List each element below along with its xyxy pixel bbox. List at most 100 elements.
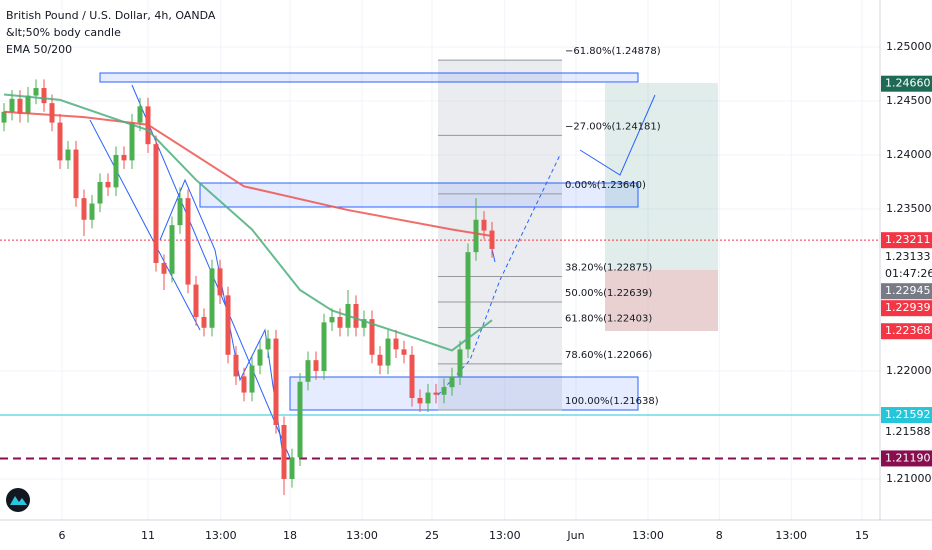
candle-body xyxy=(25,95,31,114)
y-tick-label: 1.23500 xyxy=(886,202,932,215)
fib-label: −61.80%(1.24878) xyxy=(565,46,661,57)
x-tick-label: 13:00 xyxy=(205,529,237,542)
logo-icon xyxy=(10,496,27,505)
price-label: 1.23133 xyxy=(885,250,931,263)
zone xyxy=(199,182,639,208)
candle-body xyxy=(265,338,271,350)
ema-line xyxy=(3,93,493,352)
fib-box xyxy=(438,60,562,410)
x-tick-label: 18 xyxy=(283,529,297,542)
x-tick-label: 8 xyxy=(716,529,723,542)
price-label: 1.22939 xyxy=(885,301,931,314)
candle-body xyxy=(369,319,375,355)
candle-body xyxy=(185,198,191,285)
axes: 1.25000 1.24500 1.24000 1.23500 1.22000 1.210… xyxy=(59,40,932,542)
candle-body xyxy=(449,376,455,388)
indicator-label: &lt;50% body candle xyxy=(6,26,121,39)
x-tick-label: 15 xyxy=(855,529,869,542)
fib-label: 0.00%(1.23640) xyxy=(565,180,646,191)
fib-label: 61.80%(1.22403) xyxy=(565,313,652,324)
candle-body xyxy=(1,111,7,123)
price-label-bg xyxy=(881,232,932,249)
price-label: 1.24660 xyxy=(885,77,931,90)
candle-body xyxy=(41,88,47,104)
candle-body xyxy=(441,387,447,395)
stop-zone xyxy=(605,270,718,331)
candle-body xyxy=(337,316,343,328)
candle-body xyxy=(465,252,471,350)
candle-body xyxy=(425,392,431,404)
y-tick-label: 1.24500 xyxy=(886,94,932,107)
candle-body xyxy=(241,376,247,393)
price-label: 1.22945 xyxy=(885,284,931,297)
candle-body xyxy=(249,365,255,393)
candle-body xyxy=(97,181,103,204)
target-zone xyxy=(605,83,718,270)
price-label-bg xyxy=(881,300,932,317)
candle-body xyxy=(257,349,263,366)
y-tick-label: 1.22000 xyxy=(886,364,932,377)
fib-label: 38.20%(1.22875) xyxy=(565,262,652,273)
candle-body xyxy=(273,338,279,425)
price-label: 1.21588 xyxy=(885,425,931,438)
candle-body xyxy=(281,424,287,479)
zone xyxy=(99,72,639,83)
candle-body xyxy=(153,144,159,263)
candle-body xyxy=(129,122,135,161)
price-label-bg xyxy=(881,407,932,424)
x-tick-label: 13:00 xyxy=(346,529,378,542)
x-tick-label: 13:00 xyxy=(775,529,807,542)
x-tick-label: 6 xyxy=(59,529,66,542)
price-label-bg xyxy=(881,323,932,340)
candle-body xyxy=(457,349,463,377)
candle-body xyxy=(9,98,15,112)
candle-body xyxy=(57,122,63,161)
candle-body xyxy=(233,354,239,377)
candle-body xyxy=(289,457,295,479)
candle-body xyxy=(385,338,391,366)
candle-body xyxy=(81,198,87,220)
candle-body xyxy=(353,304,359,328)
candle-body xyxy=(137,106,143,123)
trend-line xyxy=(89,119,201,331)
candle-body xyxy=(297,381,303,458)
candle-body xyxy=(169,225,175,274)
fib-label: 50.00%(1.22639) xyxy=(565,288,652,299)
candle-body xyxy=(377,354,383,366)
price-label: 1.21190 xyxy=(885,451,931,464)
candle-body xyxy=(49,103,55,123)
candle-body xyxy=(209,268,215,328)
candle-body xyxy=(321,322,327,371)
candle-body xyxy=(393,338,399,350)
candle-body xyxy=(161,262,167,274)
candle-body xyxy=(473,219,479,253)
price-label: 1.21592 xyxy=(885,408,931,421)
x-tick-label: 13:00 xyxy=(632,529,664,542)
candle-body xyxy=(313,360,319,371)
candle-body xyxy=(177,198,183,226)
grid xyxy=(0,0,880,520)
candle-body xyxy=(305,360,311,382)
y-tick-label: 1.25000 xyxy=(886,40,932,53)
candle-body xyxy=(105,181,111,188)
candle-body xyxy=(201,316,207,328)
chart-title: British Pound / U.S. Dollar, 4h, OANDA xyxy=(6,9,216,22)
x-tick-label: 13:00 xyxy=(489,529,521,542)
fib-label: 78.60%(1.22066) xyxy=(565,350,652,361)
candle-body xyxy=(65,149,71,161)
logo[interactable] xyxy=(6,488,30,512)
candle-body xyxy=(433,392,439,395)
price-label: 01:47:26 xyxy=(885,267,932,280)
candle-body xyxy=(329,316,335,323)
candle-body xyxy=(489,230,495,249)
candle-body xyxy=(89,203,95,220)
candle-body xyxy=(113,154,119,188)
candle-body xyxy=(225,295,231,355)
price-label: 1.23211 xyxy=(885,233,931,246)
x-tick-label: 11 xyxy=(141,529,155,542)
candle-body xyxy=(17,98,23,114)
x-tick-label: 25 xyxy=(425,529,439,542)
candle-body xyxy=(193,284,199,317)
price-label-bg xyxy=(881,266,932,283)
